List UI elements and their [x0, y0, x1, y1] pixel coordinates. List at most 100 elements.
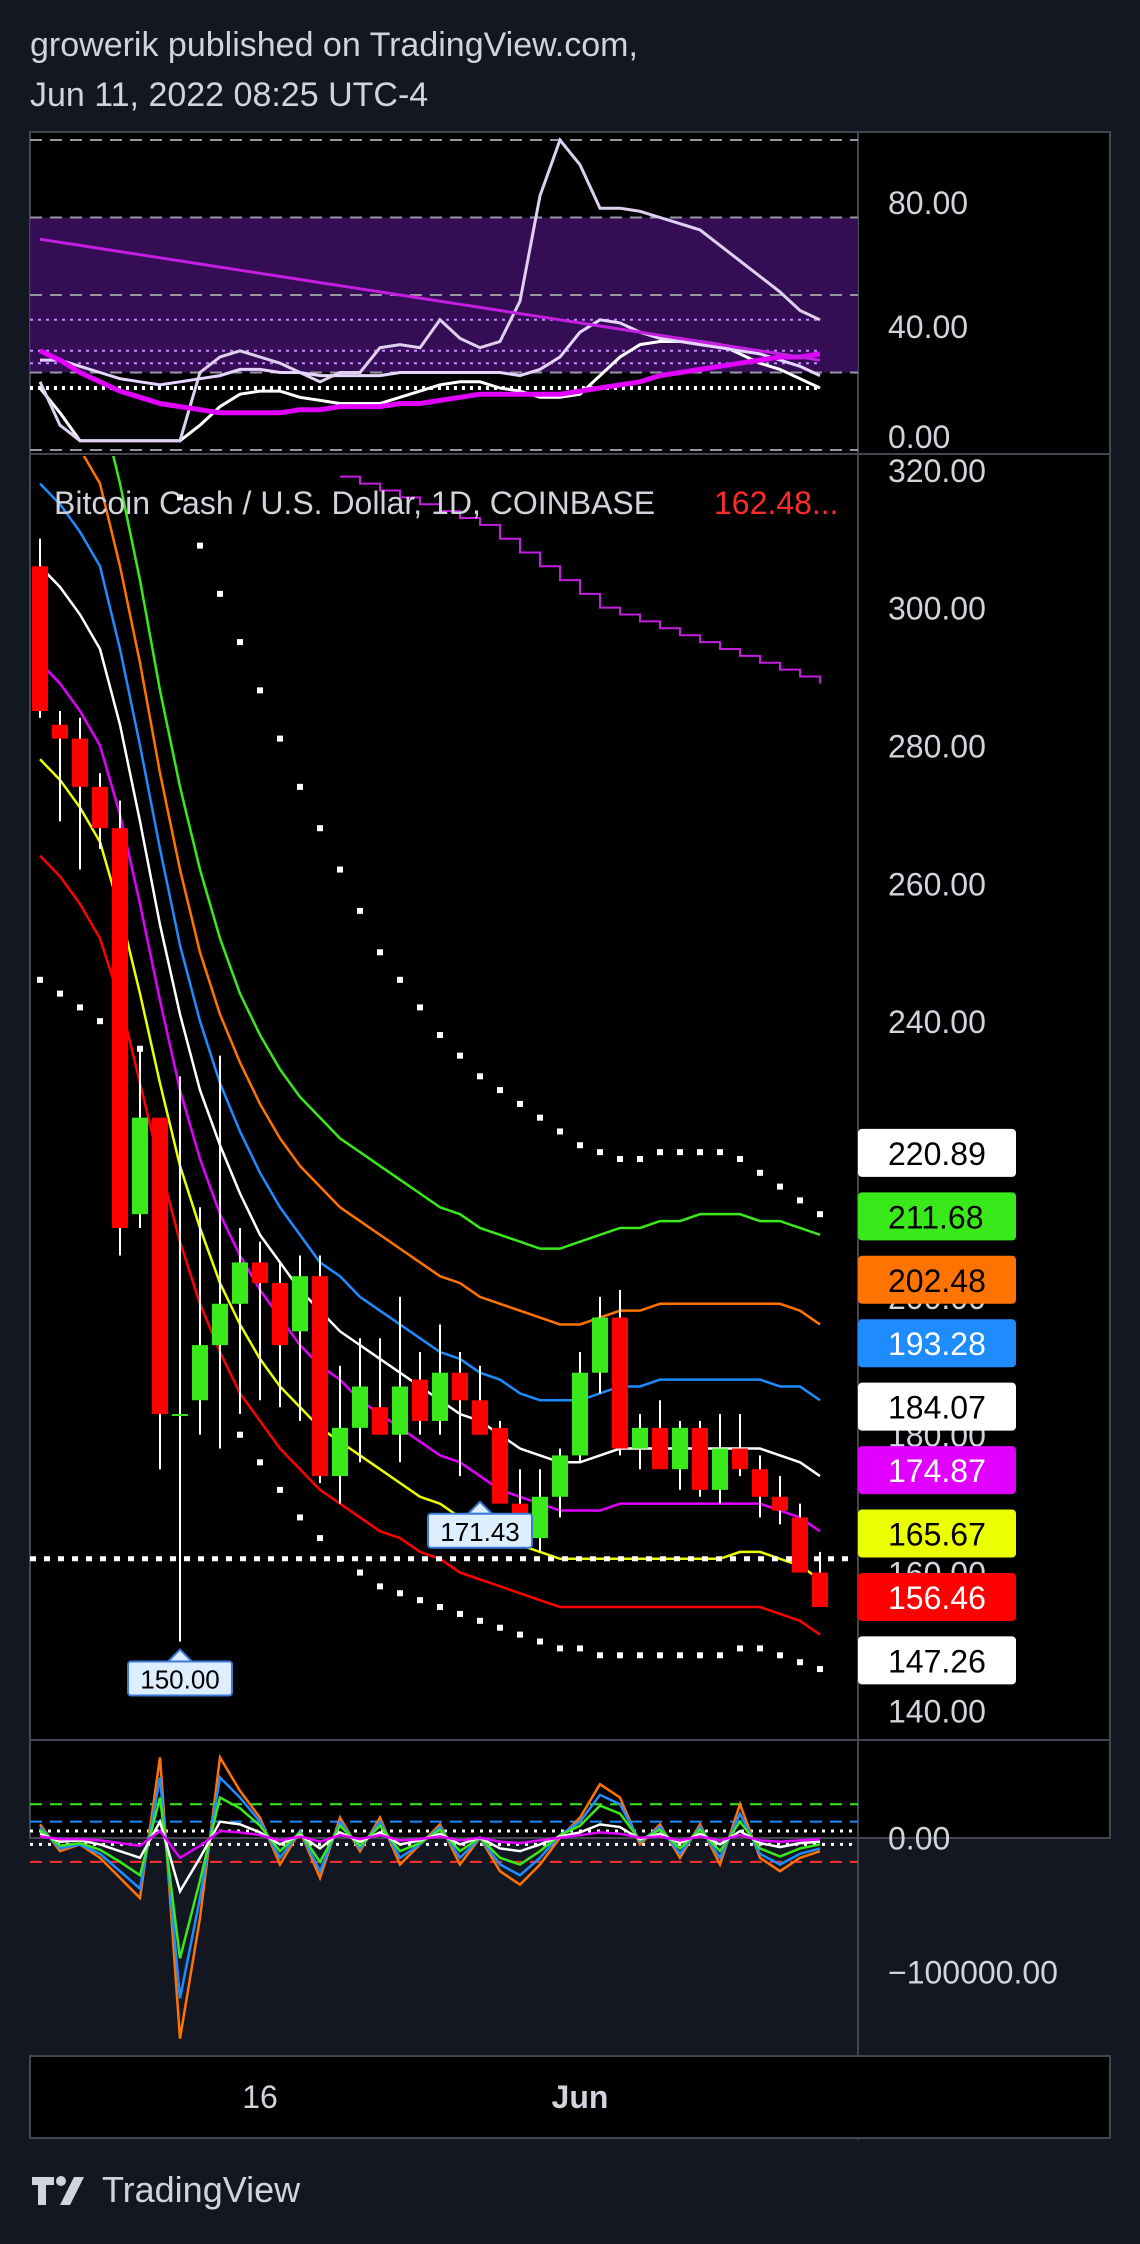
candle-body: [672, 1427, 688, 1470]
candle-body: [792, 1517, 808, 1573]
sar-dot: [197, 542, 203, 549]
symbol-title: Bitcoin Cash / U.S. Dollar, 1D, COINBASE: [54, 485, 655, 521]
price-axis-tick-label: 140.00: [888, 1693, 986, 1729]
price-label-box: [858, 1382, 1016, 1431]
candle-body: [32, 566, 48, 712]
sar-dot: [317, 825, 323, 832]
candle-body: [192, 1345, 208, 1401]
price-label-text: 220.89: [888, 1136, 986, 1172]
candle-body: [652, 1427, 668, 1470]
osc-bottom-tick-label: 0.00: [888, 1821, 950, 1857]
sar-dot: [817, 1666, 823, 1673]
price-label-box: [858, 1192, 1016, 1241]
ma-band-1: [82, 456, 821, 1326]
sar-dot: [737, 1645, 743, 1652]
sar-dot: [797, 1659, 803, 1666]
sar-dot: [37, 976, 43, 983]
candle-body: [552, 1455, 568, 1497]
sar-dot: [517, 1100, 523, 1107]
osc-top-series-1: [38, 136, 821, 443]
sar-dot: [237, 639, 243, 646]
candle-body: [432, 1372, 448, 1421]
sar-dot: [357, 907, 363, 914]
sar-dot: [657, 1652, 663, 1659]
price-axis-tick-label: 320.00: [888, 453, 986, 489]
candle-body: [772, 1496, 788, 1511]
sar-dot: [637, 1652, 643, 1659]
candle-body: [232, 1262, 248, 1304]
osc-bottom-series-4: [39, 1829, 821, 1860]
sar-dot: [757, 1645, 763, 1652]
sar-dot: [217, 590, 223, 597]
sar-dot: [397, 1590, 403, 1597]
candle-body: [312, 1276, 328, 1477]
ma-band-0: [112, 456, 821, 1250]
price-label-box: [858, 1128, 1016, 1177]
candle-body: [732, 1448, 748, 1470]
price-annotation-0-box: [127, 1660, 233, 1697]
candle-body: [392, 1386, 408, 1435]
price-axis-tick-label: 260.00: [888, 866, 986, 902]
osc-top-tick-label: 0.00: [888, 419, 950, 455]
sar-dot: [517, 1631, 523, 1638]
candle-body: [452, 1372, 468, 1401]
ma-band-4: [39, 661, 821, 1533]
candle-body: [712, 1448, 728, 1490]
candle-body: [132, 1117, 148, 1215]
sar-dot: [557, 1128, 563, 1135]
tradingview-logo-icon[interactable]: [30, 2173, 90, 2207]
candle-body: [92, 786, 108, 829]
sar-dot: [177, 494, 183, 501]
price-label-text: 184.07: [888, 1390, 986, 1426]
footer-brand[interactable]: TradingView: [102, 2169, 301, 2210]
candle-body: [592, 1317, 608, 1373]
sar-dot: [557, 1645, 563, 1652]
time-axis-tick-label: Jun: [552, 2079, 609, 2115]
sar-dot: [277, 1486, 283, 1493]
price-label-text: 156.46: [888, 1580, 986, 1616]
sar-dot: [777, 1652, 783, 1659]
candle-body: [412, 1379, 428, 1421]
price-annotation-0: 150.00: [140, 1665, 220, 1695]
sar-dot: [57, 990, 63, 997]
sar-dot: [497, 1624, 503, 1631]
sar-dot: [597, 1652, 603, 1659]
sar-dot: [717, 1149, 723, 1156]
price-label-box: [858, 1509, 1016, 1558]
candle-body: [272, 1283, 288, 1346]
price-label-box: [858, 1636, 1016, 1685]
price-label-box: [858, 1446, 1016, 1495]
sar-dot: [537, 1114, 543, 1121]
sar-dot: [597, 1149, 603, 1156]
sar-dot: [257, 687, 263, 694]
sar-dot: [617, 1156, 623, 1163]
candle-body: [372, 1407, 388, 1435]
candle-body: [492, 1427, 508, 1504]
sar-dot: [457, 1052, 463, 1059]
sar-dot: [737, 1156, 743, 1163]
ma-band-6: [39, 854, 821, 1636]
price-axis-tick-label: 240.00: [888, 1004, 986, 1040]
sar-dot: [257, 1459, 263, 1466]
price-label-text: 174.87: [888, 1453, 986, 1489]
sar-dot: [677, 1652, 683, 1659]
sar-dot: [477, 1617, 483, 1624]
sar-dot: [497, 1087, 503, 1094]
sar-dot: [417, 1004, 423, 1011]
sar-dot: [537, 1638, 543, 1645]
price-label-text: 202.48: [888, 1263, 986, 1299]
sar-dot: [697, 1149, 703, 1156]
osc-top-series-3: [38, 348, 821, 416]
candle-body: [252, 1262, 268, 1284]
ma-band-3: [39, 565, 821, 1478]
osc-top-tick-label: 80.00: [888, 185, 968, 221]
candle-body: [152, 1117, 168, 1415]
osc-bottom-tick-label: −100000.00: [888, 1955, 1058, 1991]
candle-body: [352, 1386, 368, 1428]
price-label-text: 193.28: [888, 1326, 986, 1362]
price-label-text: 165.67: [888, 1517, 986, 1553]
sar-dot: [77, 1004, 83, 1011]
sar-dot: [677, 1149, 683, 1156]
sar-dot: [457, 1610, 463, 1617]
